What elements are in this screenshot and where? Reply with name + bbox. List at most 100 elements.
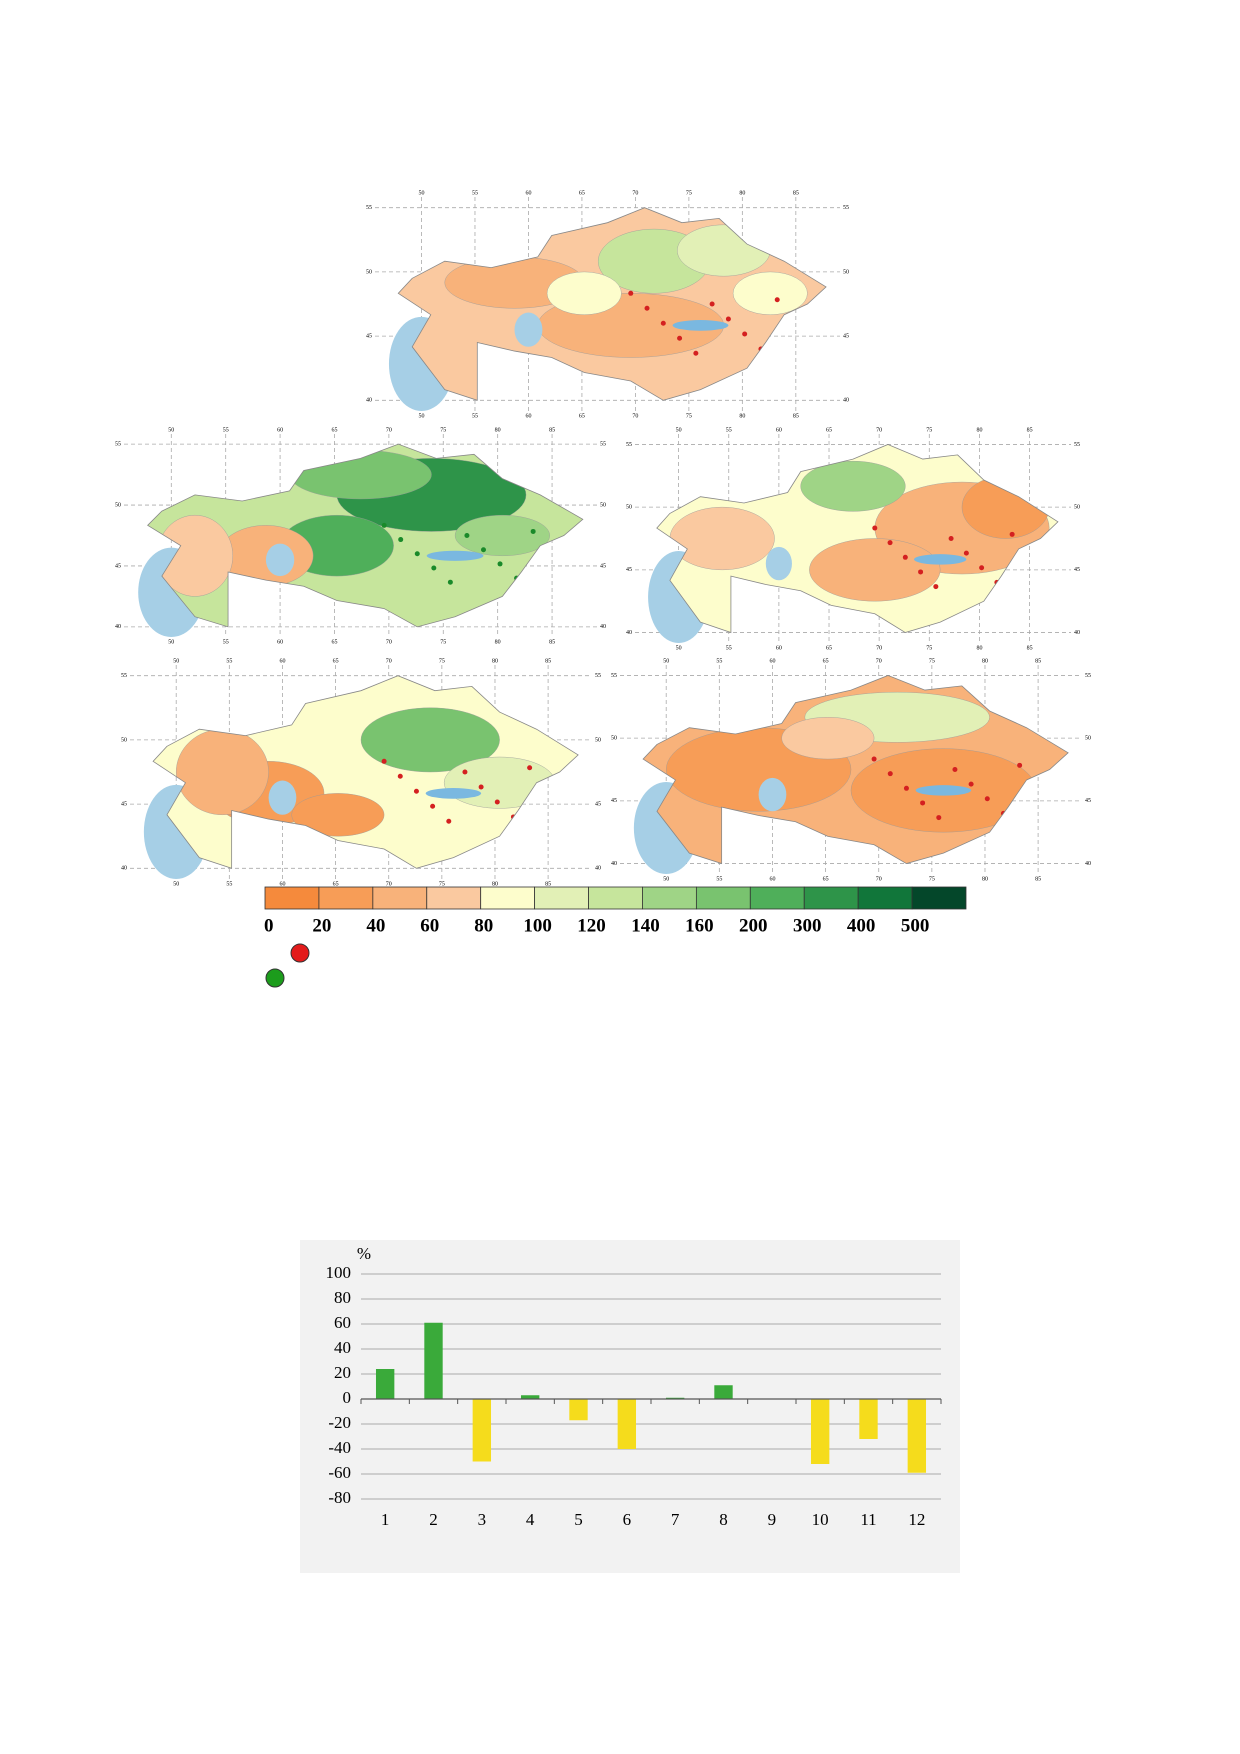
- map-grid-label: 85: [1035, 658, 1041, 664]
- balkhash-lake: [426, 550, 484, 561]
- bar: [424, 1322, 443, 1399]
- x-tick-label: 1: [381, 1510, 390, 1529]
- map-grid-label: 70: [876, 658, 882, 664]
- station-dot: [677, 335, 683, 341]
- bar: [569, 1399, 588, 1421]
- station-dot: [968, 781, 974, 787]
- map-grid-label: 55: [226, 658, 232, 664]
- station-dot: [527, 765, 533, 771]
- map-grid-label: 45: [121, 801, 127, 807]
- station-dot: [952, 767, 958, 772]
- x-tick-label: 9: [768, 1510, 777, 1529]
- map-grid-label: 50: [600, 502, 606, 508]
- map-grid-label: 50: [1074, 505, 1080, 511]
- map-grid-label: 45: [611, 798, 617, 804]
- map-grid-label: 75: [686, 413, 692, 419]
- station-dot: [725, 316, 731, 322]
- map-grid-label: 65: [826, 427, 832, 433]
- legend-swatch: [803, 886, 859, 910]
- x-tick-label: 2: [429, 1510, 438, 1529]
- station-dot: [742, 331, 748, 337]
- map-grid-label: 55: [611, 673, 617, 679]
- map-grid-label: 80: [492, 658, 498, 664]
- bar: [907, 1399, 927, 1473]
- aral-sea: [765, 546, 792, 581]
- map-grid-label: 60: [525, 413, 531, 419]
- map-grid-label: 40: [121, 866, 127, 872]
- map-grid-label: 55: [226, 881, 232, 887]
- station-dot: [497, 561, 503, 567]
- map-grid-label: 85: [1035, 876, 1041, 882]
- station-dot: [478, 784, 484, 790]
- map-grid-label: 45: [600, 563, 606, 569]
- station-dot: [414, 551, 420, 557]
- map-grid-label: 70: [386, 658, 392, 664]
- map-grid-label: 85: [549, 639, 555, 645]
- station-dot: [413, 788, 419, 794]
- map-grid-label: 50: [595, 737, 601, 743]
- map-grid-label: 50: [115, 502, 121, 508]
- station-dot: [530, 528, 536, 534]
- bar: [665, 1397, 685, 1399]
- map-grid-label: 60: [277, 639, 283, 645]
- legend-label: 200: [739, 915, 768, 936]
- x-tick-label: 4: [526, 1510, 535, 1529]
- station-dot: [920, 800, 926, 806]
- map-grid-label: 70: [632, 190, 638, 196]
- map-fill: [656, 444, 1058, 633]
- aral-sea: [758, 777, 787, 812]
- x-tick-label: 8: [719, 1510, 728, 1529]
- map-grid-label: 60: [776, 427, 782, 433]
- y-tick-label: -40: [328, 1438, 351, 1457]
- y-tick-label: 80: [334, 1288, 351, 1307]
- station-dot: [644, 305, 650, 311]
- map: 50 50 55 55 60 60 65 65 70 70 75 75 80 80 85 85 55 55 50 50…: [121, 658, 601, 887]
- map-grid-label: 40: [626, 630, 632, 636]
- aral-sea: [265, 543, 295, 577]
- map: 50 50 55 55 60 60 65 65 70 70 75 75 80 80 85 85 55 55 50 50…: [611, 658, 1091, 882]
- map-grid-label: 50: [611, 736, 617, 742]
- station-dot: [431, 565, 437, 571]
- legend-swatch: [911, 886, 967, 910]
- legend-label: 140: [631, 915, 660, 936]
- map-grid-label: 85: [1027, 645, 1033, 651]
- map-grid-label: 75: [439, 658, 445, 664]
- map-grid-label: 70: [386, 881, 392, 887]
- map-grid-label: 45: [1074, 567, 1080, 573]
- station-dot: [480, 547, 486, 553]
- legend-label: 100: [523, 915, 552, 936]
- legend-swatch: [426, 886, 482, 910]
- map-grid-label: 50: [663, 876, 669, 882]
- legend-marker-green: [265, 968, 285, 988]
- y-tick-label: 100: [326, 1263, 352, 1282]
- map-grid-label: 60: [279, 881, 285, 887]
- x-tick-label: 11: [860, 1510, 876, 1529]
- bar: [520, 1395, 540, 1399]
- bar: [714, 1385, 733, 1399]
- legend-label: 120: [577, 915, 606, 936]
- map-region: [546, 271, 622, 315]
- legend-marker-red: [290, 943, 310, 963]
- map-region: [443, 756, 556, 809]
- map-grid-label: 50: [676, 645, 682, 651]
- y-tick-label: 60: [334, 1313, 351, 1332]
- map-grid-label: 80: [976, 645, 982, 651]
- balkhash-lake: [914, 554, 967, 565]
- map-grid-label: 45: [843, 333, 849, 339]
- map-region: [732, 271, 808, 315]
- map-grid-label: 65: [823, 876, 829, 882]
- map-grid-label: 55: [726, 645, 732, 651]
- map-grid-label: 40: [115, 624, 121, 630]
- legend-label: 20: [312, 915, 331, 936]
- station-dot: [936, 815, 942, 821]
- station-dot: [887, 771, 893, 777]
- map-grid-label: 65: [331, 427, 337, 433]
- map-grid-label: 75: [439, 881, 445, 887]
- map-grid-label: 85: [1027, 427, 1033, 433]
- map-border: [656, 444, 1059, 634]
- map-grid-label: 55: [472, 190, 478, 196]
- map-grid-label: 80: [739, 413, 745, 419]
- map: 50 50 55 55 60 60 65 65 70 70 75 75 80 80 85 85 55 55 50 50…: [115, 427, 606, 645]
